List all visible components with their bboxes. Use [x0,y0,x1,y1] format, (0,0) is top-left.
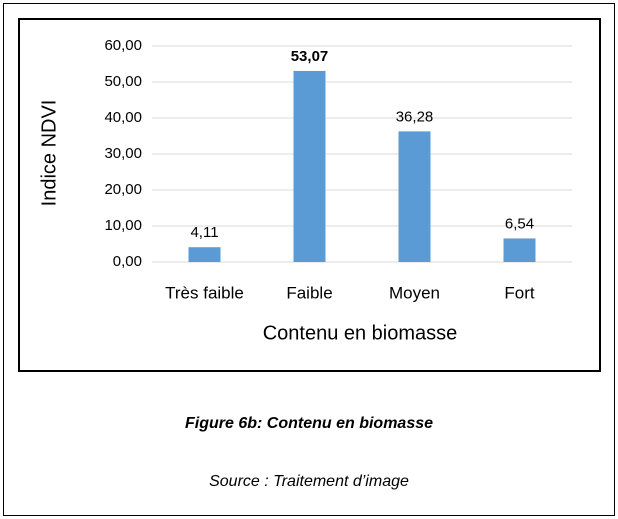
bar [188,247,221,262]
y-tick-label: 50,00 [104,73,142,90]
value-label: 36,28 [396,108,434,125]
y-tick-label: 40,00 [104,109,142,126]
x-tick-label: Fort [504,283,535,302]
x-axis-title: Contenu en biomasse [263,322,458,344]
bar [503,238,536,262]
y-tick-label: 10,00 [104,217,142,234]
bar [398,131,431,262]
figure-source: Source : Traitement d’image [209,473,409,490]
value-label: 6,54 [505,215,534,232]
y-tick-label: 30,00 [104,145,142,162]
value-label: 53,07 [291,48,329,65]
bar [293,70,326,262]
page-frame [3,3,615,516]
y-tick-label: 60,00 [104,37,142,54]
value-label: 4,11 [190,224,218,241]
y-tick-label: 0,00 [113,253,142,270]
y-axis-title: Indice NDVI [38,100,60,207]
x-tick-label: Faible [286,283,332,302]
x-tick-label: Moyen [389,283,440,302]
figure-caption: Figure 6b: Contenu en biomasse [185,415,433,432]
y-tick-label: 20,00 [104,181,142,198]
x-tick-label: Très faible [165,283,244,302]
